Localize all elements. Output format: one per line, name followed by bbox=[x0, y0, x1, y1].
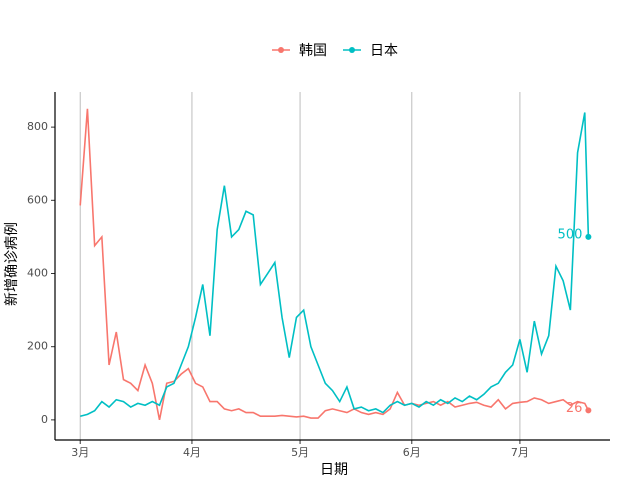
end-label: 26 bbox=[566, 401, 583, 416]
y-tick-label: 200 bbox=[27, 340, 48, 353]
legend-label: 日本 bbox=[370, 43, 398, 59]
x-tick-label: 3月 bbox=[71, 446, 89, 459]
legend-key-point bbox=[278, 47, 284, 53]
legend-label: 韩国 bbox=[299, 43, 327, 59]
series-line bbox=[79, 108, 590, 421]
x-tick-label: 4月 bbox=[183, 446, 201, 459]
y-axis-title: 新增确诊病例 bbox=[4, 222, 20, 306]
x-tick-label: 6月 bbox=[403, 446, 421, 459]
x-axis-title: 日期 bbox=[320, 462, 348, 478]
series-line bbox=[80, 112, 590, 417]
end-point bbox=[585, 407, 592, 414]
y-tick-label: 400 bbox=[27, 267, 48, 280]
legend-key-point bbox=[349, 47, 355, 53]
end-point bbox=[585, 233, 592, 240]
end-label: 500 bbox=[558, 227, 583, 242]
x-tick-label: 5月 bbox=[291, 446, 309, 459]
y-tick-label: 800 bbox=[27, 120, 48, 133]
x-tick-label: 7月 bbox=[511, 446, 529, 459]
y-tick-label: 0 bbox=[41, 413, 48, 426]
y-tick-label: 600 bbox=[27, 193, 48, 206]
